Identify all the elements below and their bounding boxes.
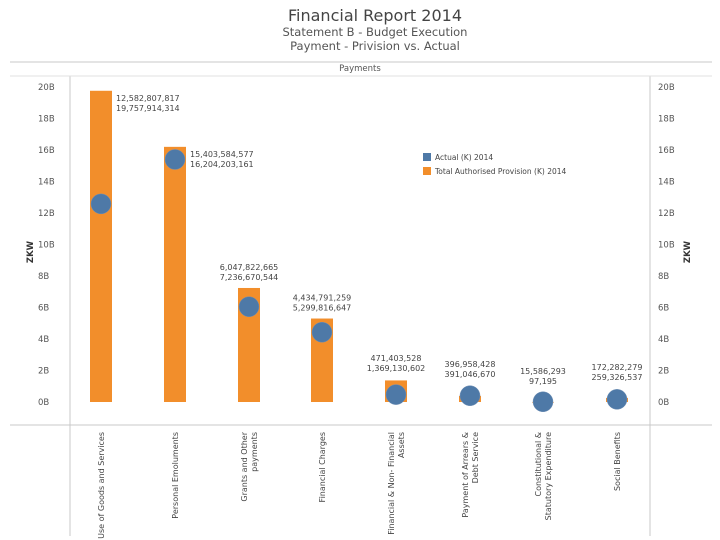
category-label-line: Financial Charges — [318, 432, 327, 502]
y-tick-left: 10B — [38, 241, 55, 251]
data-label-actual: 396,958,428 — [445, 360, 496, 369]
category-label-line: Personal Emoluments — [171, 432, 180, 519]
y-tick-left: 6B — [38, 304, 49, 314]
data-label-provision: 16,204,203,161 — [190, 160, 254, 169]
category-label-line: Social Benefits — [613, 432, 622, 491]
data-label-actual: 15,586,293 — [520, 367, 566, 376]
y-tick-left: 8B — [38, 272, 49, 282]
data-label-provision: 97,195 — [529, 377, 557, 386]
provision-bar — [238, 287, 260, 402]
provision-bar — [90, 90, 112, 402]
category-label: Financial & Non- FinancialAssets — [387, 432, 406, 535]
y-tick-right: 0B — [658, 398, 669, 408]
actual-marker — [164, 149, 186, 170]
y-tick-right: 14B — [658, 178, 675, 188]
y-tick-left: 18B — [38, 115, 55, 125]
data-label-provision: 1,369,130,602 — [367, 364, 426, 373]
legend-label-provision: Total Authorised Provision (K) 2014 — [434, 167, 567, 176]
y-tick-left: 16B — [38, 146, 55, 156]
y-tick-left: 4B — [38, 335, 49, 345]
data-label-actual: 172,282,279 — [592, 363, 643, 372]
category-label: Constitutional &Statutory Expenditure — [534, 432, 553, 520]
category-label: Use of Goods and Services — [97, 432, 106, 539]
chart-subtitle-1: Statement B - Budget Execution — [282, 25, 468, 39]
y-tick-right: 12B — [658, 209, 675, 219]
actual-marker — [90, 193, 112, 215]
actual-marker — [606, 389, 628, 410]
legend-swatch-actual — [423, 153, 431, 161]
y-tick-left: 12B — [38, 209, 55, 219]
actual-marker — [385, 384, 407, 405]
y-tick-right: 16B — [658, 146, 675, 156]
chart-title: Financial Report 2014 — [288, 6, 462, 25]
y-tick-right: 6B — [658, 304, 669, 314]
category-label: Payment of Arrears &Debt Service — [461, 432, 480, 518]
category-label-line: Payment of Arrears & — [461, 432, 470, 518]
y-tick-left: 2B — [38, 367, 49, 377]
category-label: Social Benefits — [613, 432, 622, 491]
data-label-provision: 19,757,914,314 — [116, 104, 180, 113]
actual-marker — [238, 296, 260, 317]
y-tick-left: 20B — [38, 83, 55, 93]
category-label-line: Assets — [397, 432, 406, 458]
y-tick-right: 4B — [658, 335, 669, 345]
legend-swatch-provision — [423, 167, 431, 175]
data-label-actual: 6,047,822,665 — [220, 263, 279, 272]
data-label-provision: 5,299,816,647 — [293, 304, 352, 313]
data-label-actual: 471,403,528 — [371, 354, 422, 363]
data-label-provision: 7,236,670,544 — [220, 273, 279, 282]
y-tick-left: 0B — [38, 398, 49, 408]
y-tick-right: 2B — [658, 367, 669, 377]
y-tick-left: 14B — [38, 178, 55, 188]
panel-title: Payments — [339, 64, 381, 74]
provision-bar — [164, 146, 186, 402]
category-label-line: Grants and Other — [240, 431, 249, 501]
y-axis-label-right: ZKW — [683, 240, 693, 263]
y-axis-label-left: ZKW — [26, 240, 36, 263]
y-tick-right: 10B — [658, 241, 675, 251]
category-label: Financial Charges — [318, 432, 327, 502]
legend-label-actual: Actual (K) 2014 — [435, 153, 493, 162]
chart-subtitle-2: Payment - Privision vs. Actual — [290, 39, 460, 53]
data-label-provision: 391,046,670 — [445, 370, 496, 379]
y-tick-right: 8B — [658, 272, 669, 282]
actual-marker — [532, 391, 554, 412]
data-label-actual: 15,403,584,577 — [190, 150, 254, 159]
y-tick-right: 20B — [658, 83, 675, 93]
category-label: Grants and Otherpayments — [240, 431, 259, 501]
category-label-line: Statutory Expenditure — [544, 432, 553, 520]
actual-marker — [459, 385, 481, 406]
category-label-line: Constitutional & — [534, 432, 543, 497]
actual-marker — [311, 321, 333, 343]
category-label-line: Debt Service — [471, 432, 480, 483]
data-label-actual: 4,434,791,259 — [293, 294, 352, 303]
data-label-actual: 12,582,807,817 — [116, 94, 180, 103]
category-label-line: payments — [250, 432, 259, 472]
y-tick-right: 18B — [658, 115, 675, 125]
data-label-provision: 259,326,537 — [592, 373, 643, 382]
category-label-line: Use of Goods and Services — [97, 432, 106, 539]
category-label-line: Financial & Non- Financial — [387, 432, 396, 535]
category-label: Personal Emoluments — [171, 432, 180, 519]
